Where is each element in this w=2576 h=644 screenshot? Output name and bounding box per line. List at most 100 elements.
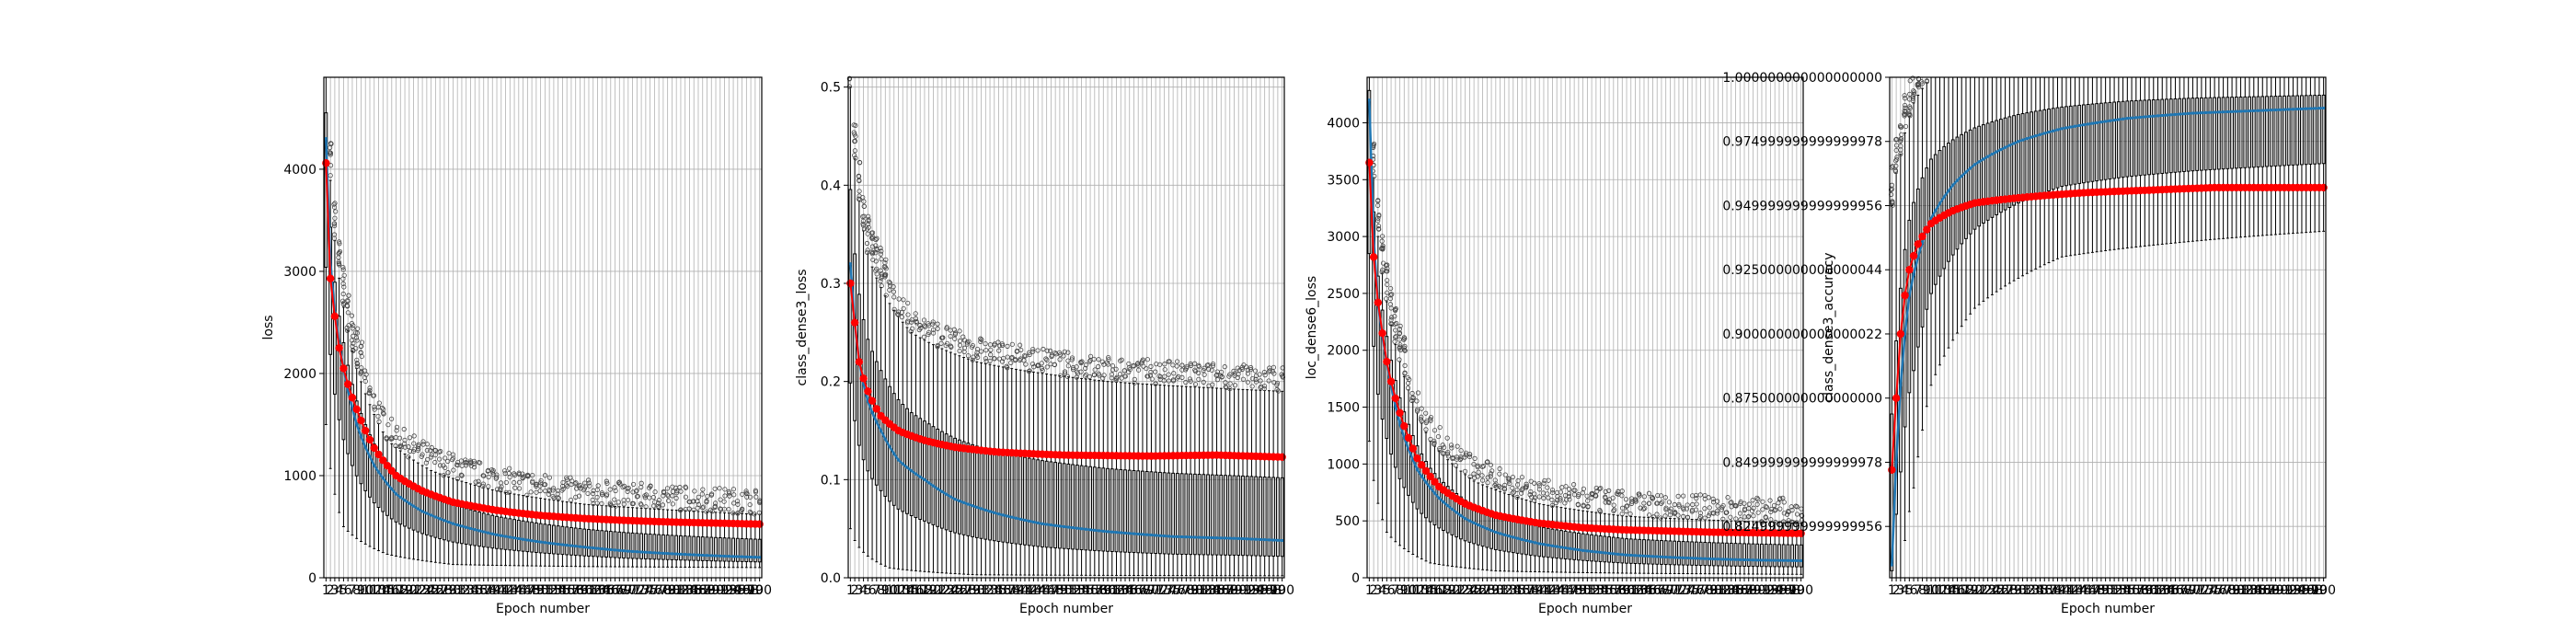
box [560,525,565,556]
flier-point [744,490,750,497]
flier-point [739,508,744,514]
box [639,533,644,559]
plot-content: 0.824999999999999956 0.849999999999999978… [1722,71,2336,598]
x-tick-label: 5 [339,583,348,598]
box [486,513,490,548]
flier-point [445,470,451,476]
x-tick-label: 4 [335,583,343,598]
flier-point [376,419,382,424]
flier-point [1009,341,1015,347]
flier-point [1764,504,1769,510]
box [516,519,521,552]
flier-point [498,488,503,493]
flier-point [1646,490,1652,496]
flier-point [594,500,600,506]
box [744,538,749,562]
y-tick-label: 4000 [1327,116,1360,131]
flier-point [512,485,518,490]
flier-point [423,460,429,466]
flier-point [1690,501,1696,508]
flier-point [1384,296,1389,302]
flier-point [1448,443,1455,448]
flier-point [1760,507,1765,512]
flier-point [507,466,512,471]
chart-panel-loss: 0100020003000400012345678910111213141516… [261,76,772,616]
x-tick-label: 67 [607,583,624,598]
flier-point [397,435,403,441]
mean-point [1369,253,1378,261]
mean-point [1413,454,1421,463]
flier-point [362,378,368,385]
x-tick-label: 37 [476,583,492,598]
flier-point [546,491,551,497]
flier-point [1545,491,1550,497]
box [683,535,687,561]
flier-point [1771,502,1777,509]
flier-point [428,454,434,460]
x-tick-label: 100 [1270,583,1294,598]
x-tick-label: 68 [611,583,627,598]
flier-point [385,422,391,428]
flier-point [381,411,386,417]
mean-point [383,462,392,470]
flier-point [673,490,680,496]
median-line [325,138,760,559]
box [600,530,604,558]
y-tick-label: 0.5 [821,81,841,96]
flier-point [337,241,342,247]
flier-point [502,468,508,474]
flier-point [476,481,482,488]
box [368,434,372,498]
flier-point [336,259,341,265]
flier-point [331,223,338,229]
y-tick-label: 500 [1335,514,1360,529]
flier-point [340,264,346,270]
flier-point [1387,302,1393,307]
x-tick-label: 51 [536,583,553,598]
flier-point [1545,485,1550,490]
x-tick-label: 66 [603,583,619,598]
flier-point [708,492,715,498]
flier-point [542,473,548,478]
x-tick-label: 2 [327,583,335,598]
flier-point [472,461,477,466]
x-tick-label: 38 [480,583,497,598]
flier-point [730,511,736,516]
flier-point [921,317,927,323]
flier-point [699,491,705,497]
mean-point [864,387,872,396]
flier-point [1183,379,1189,385]
box [643,533,648,559]
flier-point [1389,292,1395,297]
flier-point [734,499,741,504]
flier-point [450,452,456,457]
flier-point [367,387,373,394]
flier-point [664,486,671,491]
mean-point [1378,328,1386,338]
mean-point [379,456,387,465]
box [363,424,368,491]
flier-point [656,498,662,503]
x-tick-label: 13 [371,583,387,598]
flier-point [516,486,523,491]
flier-point [506,470,512,477]
flier-point [1502,472,1508,477]
x-tick-label: 39 [484,583,500,598]
flier-point [670,501,675,507]
flier-point [389,416,395,421]
mean-point [330,312,339,320]
flier-point [650,494,656,500]
flier-point [590,497,595,502]
box [613,531,617,558]
flier-point [613,503,618,509]
flier-point [677,508,684,513]
flier-point [1650,514,1656,520]
flier-point [524,492,530,498]
flier-point [1570,482,1577,488]
flier-point [366,391,372,397]
flier-point [612,497,617,502]
flier-point [1540,490,1547,496]
flier-point [354,363,360,369]
mean-point [348,393,357,402]
